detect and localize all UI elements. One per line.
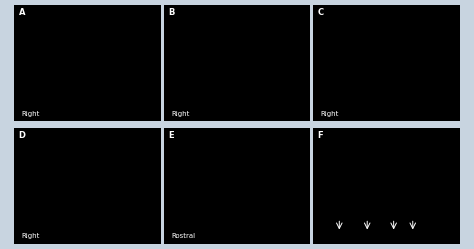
Text: B: B [168, 8, 174, 17]
Text: Right: Right [22, 111, 40, 117]
Text: Right: Right [171, 111, 189, 117]
Text: Rostral: Rostral [171, 233, 195, 239]
Text: E: E [168, 131, 173, 140]
Text: F: F [317, 131, 323, 140]
Text: C: C [317, 8, 323, 17]
Text: D: D [18, 131, 26, 140]
Text: Right: Right [22, 233, 40, 239]
Text: A: A [18, 8, 25, 17]
Text: Right: Right [320, 111, 338, 117]
Text: Caudal: Caudal [428, 132, 452, 138]
